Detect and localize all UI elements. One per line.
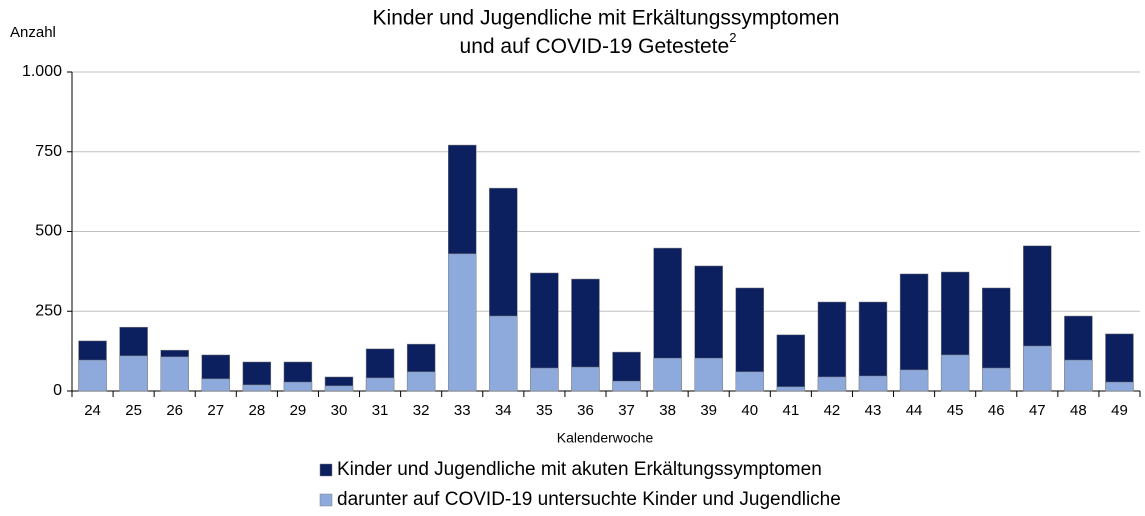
bar	[982, 367, 1011, 392]
bar	[530, 367, 559, 392]
x-tick-label: 37	[618, 402, 635, 419]
x-tick-label: 34	[495, 402, 512, 419]
x-tick-label: 42	[824, 402, 841, 419]
bar	[735, 371, 764, 392]
x-tick-label: 35	[536, 402, 553, 419]
x-tick-label: 24	[84, 402, 101, 419]
y-tick-label: 1.000	[22, 63, 62, 80]
bar	[817, 301, 847, 392]
chart-title: Kinder und Jugendliche mit Erkältungssym…	[373, 7, 840, 30]
x-tick-label: 25	[125, 402, 142, 419]
bar	[160, 356, 189, 392]
x-tick-label: 27	[207, 402, 224, 419]
x-tick-label: 39	[700, 402, 717, 419]
x-tick-label: 49	[1111, 402, 1128, 419]
bar	[817, 376, 847, 392]
bar	[1064, 359, 1093, 392]
x-tick-label: 26	[166, 402, 183, 419]
bar	[324, 385, 354, 392]
x-tick-label: 31	[372, 402, 389, 419]
y-tick-label: 250	[35, 302, 62, 319]
x-tick-label: 29	[290, 402, 307, 419]
legend-label: darunter auf COVID-19 untersuchte Kinder…	[337, 489, 841, 510]
bar	[571, 366, 600, 392]
bar	[489, 315, 518, 392]
bar	[365, 377, 395, 392]
bar	[406, 371, 436, 392]
x-tick-label: 47	[1029, 402, 1046, 419]
x-tick-label: 46	[988, 402, 1005, 419]
bar	[940, 354, 970, 392]
x-tick-label: 43	[865, 402, 882, 419]
legend-label: Kinder und Jugendliche mit akuten Erkält…	[337, 459, 822, 480]
bar	[776, 386, 806, 392]
legend-swatch	[319, 493, 333, 507]
y-tick-label: 0	[53, 382, 62, 399]
x-tick-label: 28	[249, 402, 266, 419]
y-tick-label: 750	[35, 143, 62, 160]
bar	[1023, 345, 1052, 392]
x-tick-label: 30	[331, 402, 348, 419]
bar	[899, 369, 929, 392]
bar	[119, 355, 148, 392]
x-tick-label: 33	[454, 402, 471, 419]
x-axis-label: Kalenderwoche	[557, 430, 654, 446]
bar	[1105, 381, 1134, 392]
bar	[283, 381, 313, 392]
title-footnote: 2	[729, 30, 736, 45]
bar	[78, 359, 107, 392]
legend-swatch	[319, 463, 333, 477]
chart-title-line: und auf COVID-19 Getestete	[460, 35, 730, 58]
y-axis-label: Anzahl	[10, 24, 56, 41]
bar	[201, 378, 230, 392]
bar	[653, 357, 682, 392]
x-tick-label: 38	[659, 402, 676, 419]
bar	[612, 380, 641, 392]
bar	[242, 384, 272, 392]
bar	[448, 253, 477, 392]
x-tick-label: 48	[1070, 402, 1087, 419]
bar	[858, 375, 888, 392]
chart-title: und auf COVID-19 Getestete2	[460, 30, 737, 57]
x-tick-label: 41	[783, 402, 800, 419]
x-tick-label: 32	[413, 402, 430, 419]
x-tick-label: 44	[906, 402, 923, 419]
bar	[694, 357, 723, 392]
y-tick-label: 500	[35, 223, 62, 240]
bar	[776, 334, 806, 392]
x-tick-label: 45	[947, 402, 964, 419]
x-tick-label: 40	[741, 402, 758, 419]
x-tick-label: 36	[577, 402, 594, 419]
